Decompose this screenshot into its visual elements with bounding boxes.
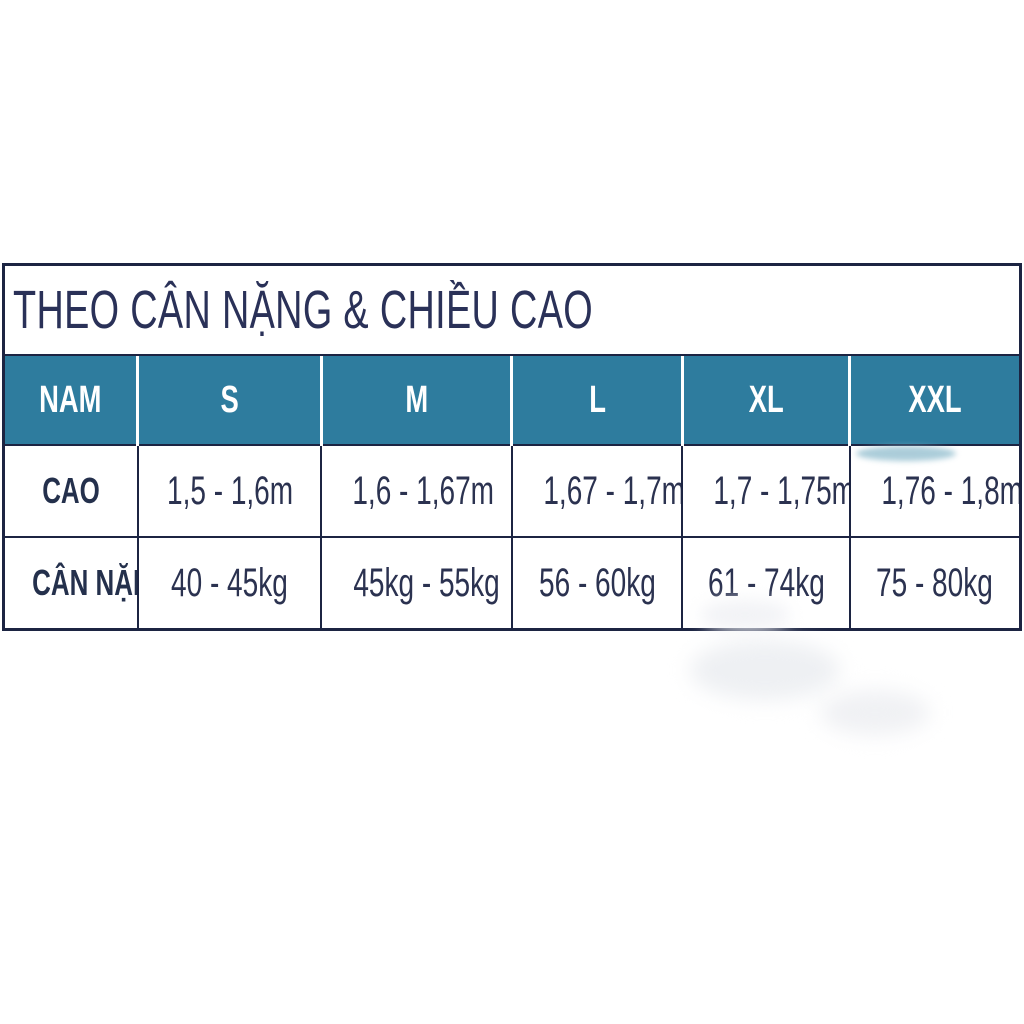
column-header-xl-label: XL — [748, 378, 784, 421]
watermark-artifact — [690, 640, 840, 700]
row-label-can-nang-text: CÂN NẶNG — [32, 562, 136, 603]
size-table: NAM S M L XL XXL — [5, 356, 1019, 628]
cell-cannang-l: 56 - 60kg — [510, 536, 684, 628]
cell-cao-l: 1,67 - 1,7m — [510, 444, 684, 538]
cell-cao-s-text: 1,5 - 1,6m — [166, 468, 293, 513]
size-chart: THEO CÂN NẶNG & CHIỀU CAO NAM S — [2, 263, 1022, 631]
cell-cao-xxl-text: 1,76 - 1,8m — [880, 468, 1019, 513]
row-label-cao: CAO — [5, 444, 139, 538]
column-header-l: L — [510, 356, 684, 446]
row-label-cao-text: CAO — [42, 470, 100, 511]
size-chart-title: THEO CÂN NẶNG & CHIỀU CAO — [13, 280, 594, 340]
cell-cao-s: 1,5 - 1,6m — [136, 444, 323, 538]
cell-cannang-xl-text: 61 - 74kg — [708, 560, 826, 605]
column-header-xl: XL — [680, 356, 851, 446]
watermark-artifact — [856, 446, 956, 461]
watermark-artifact — [700, 600, 790, 630]
cell-cannang-s: 40 - 45kg — [136, 536, 323, 628]
size-chart-title-bar: THEO CÂN NẶNG & CHIỀU CAO — [5, 266, 1019, 356]
cell-cannang-s-text: 40 - 45kg — [171, 560, 288, 605]
column-header-s: S — [136, 356, 323, 446]
column-header-nam-label: NAM — [39, 378, 102, 421]
column-header-xxl-label: XXL — [908, 378, 962, 421]
column-header-m: M — [319, 356, 513, 446]
cell-cao-m: 1,6 - 1,67m — [320, 444, 513, 538]
watermark-artifact — [820, 690, 930, 735]
cell-cao-m-text: 1,6 - 1,67m — [352, 468, 495, 513]
size-table-header-row: NAM S M L XL XXL — [5, 356, 1019, 446]
cell-cannang-l-text: 56 - 60kg — [538, 560, 656, 605]
column-header-l-label: L — [588, 378, 606, 421]
cell-cannang-xxl-text: 75 - 80kg — [876, 560, 994, 605]
column-header-s-label: S — [220, 378, 239, 421]
cell-cannang-xxl: 75 - 80kg — [848, 536, 1019, 628]
height-row: CAO 1,5 - 1,6m 1,6 - 1,67m 1,67 - 1,7m 1… — [5, 444, 1019, 538]
weight-row: CÂN NẶNG 40 - 45kg 45kg - 55kg 56 - 60kg… — [5, 536, 1019, 628]
column-header-nam: NAM — [5, 356, 139, 446]
cell-cannang-m: 45kg - 55kg — [320, 536, 513, 628]
column-header-m-label: M — [405, 378, 429, 421]
cell-cao-xl: 1,7 - 1,75m — [681, 444, 851, 538]
cell-cannang-m-text: 45kg - 55kg — [353, 560, 501, 605]
cell-cao-l-text: 1,67 - 1,7m — [543, 468, 683, 513]
column-header-xxl: XXL — [848, 356, 1019, 446]
cell-cao-xl-text: 1,7 - 1,75m — [713, 468, 850, 513]
row-label-can-nang: CÂN NẶNG — [5, 536, 139, 628]
